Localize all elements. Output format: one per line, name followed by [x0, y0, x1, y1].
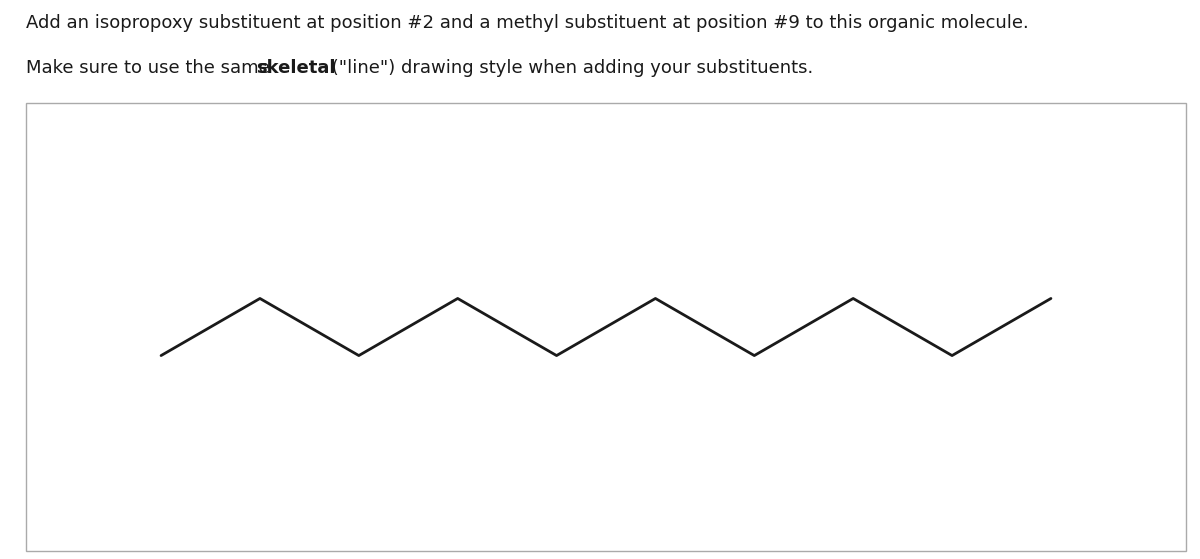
Text: Make sure to use the same: Make sure to use the same	[26, 59, 276, 77]
Text: Add an isopropoxy substituent at position #2 and a methyl substituent at positio: Add an isopropoxy substituent at positio…	[26, 14, 1030, 32]
Text: skeletal: skeletal	[256, 59, 335, 77]
Text: ("line") drawing style when adding your substituents.: ("line") drawing style when adding your …	[326, 59, 814, 77]
